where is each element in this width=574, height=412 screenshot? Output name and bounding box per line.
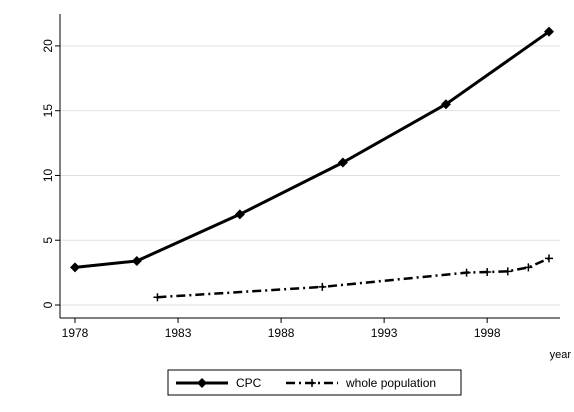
y-tick-label: 15 xyxy=(41,104,55,118)
data-point-whole-population xyxy=(462,268,471,277)
legend-items xyxy=(176,378,338,388)
data-point-cpc xyxy=(234,209,245,220)
x-axis-ticks: 1978 1983 1988 1993 1998 xyxy=(62,318,501,340)
x-tick-label: 1998 xyxy=(474,326,501,340)
y-tick-label: 20 xyxy=(41,39,55,53)
x-tick-label: 1978 xyxy=(62,326,89,340)
data-point-whole-population xyxy=(318,282,327,291)
x-tick-label: 1983 xyxy=(165,326,192,340)
y-tick-label: 5 xyxy=(41,237,55,244)
y-tick-label: 0 xyxy=(41,301,55,308)
gridlines xyxy=(60,45,560,306)
x-axis-label: year xyxy=(550,349,572,361)
series-whole-population xyxy=(153,254,553,302)
series-line-cpc xyxy=(74,30,550,269)
data-point-whole-population xyxy=(483,267,492,276)
data-point-cpc xyxy=(131,255,142,266)
axes xyxy=(59,14,560,319)
series-line-whole-population xyxy=(157,257,550,299)
series-layer xyxy=(70,26,554,302)
y-axis-ticks: 0 5 10 15 20 xyxy=(41,39,60,308)
data-point-whole-population xyxy=(153,293,162,302)
data-point-cpc xyxy=(544,26,554,37)
data-point-cpc xyxy=(440,99,451,110)
legend: CPC whole population xyxy=(167,369,462,396)
y-tick-label: 10 xyxy=(41,168,55,182)
x-tick-label: 1993 xyxy=(371,326,398,340)
legend-label-whole-population: whole population xyxy=(345,376,436,390)
x-tick-label: 1988 xyxy=(268,326,295,340)
data-point-cpc xyxy=(337,157,348,168)
series-cpc xyxy=(70,26,554,273)
data-point-cpc xyxy=(70,262,80,273)
data-point-whole-population xyxy=(524,263,533,272)
legend-marker-whole-population xyxy=(308,379,316,387)
data-point-whole-population xyxy=(503,267,512,276)
legend-marker-cpc xyxy=(197,378,207,388)
legend-label-cpc: CPC xyxy=(236,376,262,390)
data-point-whole-population xyxy=(545,254,553,263)
